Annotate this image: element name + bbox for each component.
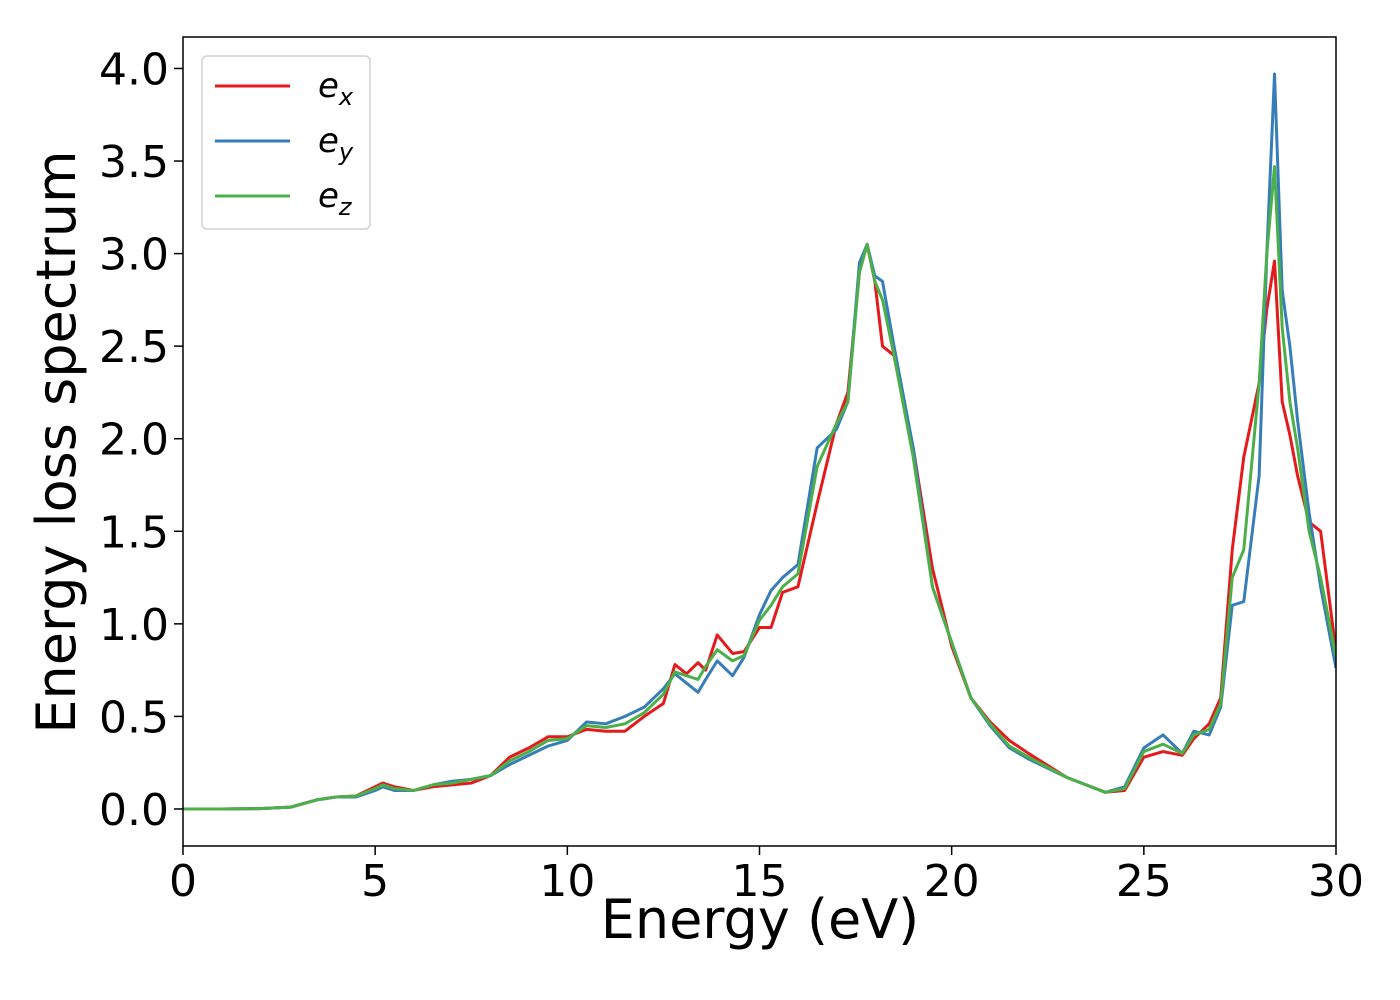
y-tick-label: 1.0 [99, 600, 169, 651]
x-tick-label: 5 [361, 856, 389, 907]
legend-label-sub: y [338, 138, 354, 166]
x-tick-label: 30 [1308, 856, 1364, 907]
legend-label-base: e [318, 176, 339, 216]
x-tick-label: 10 [539, 856, 595, 907]
y-tick-label: 0.5 [99, 692, 169, 743]
y-tick-label: 3.5 [99, 137, 169, 188]
y-tick-label: 0.0 [99, 785, 169, 836]
x-tick-label: 20 [924, 856, 980, 907]
y-tick-label: 4.0 [99, 44, 169, 95]
legend-label-base: e [318, 66, 339, 106]
legend-label-base: e [318, 121, 339, 161]
legend-label: ex [318, 66, 354, 111]
legend-label-sub: x [338, 83, 354, 111]
y-tick-label: 1.5 [99, 507, 169, 558]
legend-label: ez [318, 176, 353, 221]
x-tick-label: 15 [732, 856, 788, 907]
x-tick-label: 25 [1116, 856, 1172, 907]
legend-label: ey [318, 121, 354, 166]
series-line [183, 165, 1336, 811]
x-axis-label: Energy (eV) [601, 888, 920, 951]
x-tick-label: 0 [169, 856, 197, 907]
y-tick-label: 3.0 [99, 230, 169, 281]
y-tick-label: 2.5 [99, 322, 169, 373]
legend-label-sub: z [338, 193, 353, 221]
plot-frame [182, 36, 1337, 847]
y-tick-label: 2.0 [99, 415, 169, 466]
y-axis-label: Energy loss spectrum [25, 150, 88, 733]
series-line [183, 242, 1336, 811]
